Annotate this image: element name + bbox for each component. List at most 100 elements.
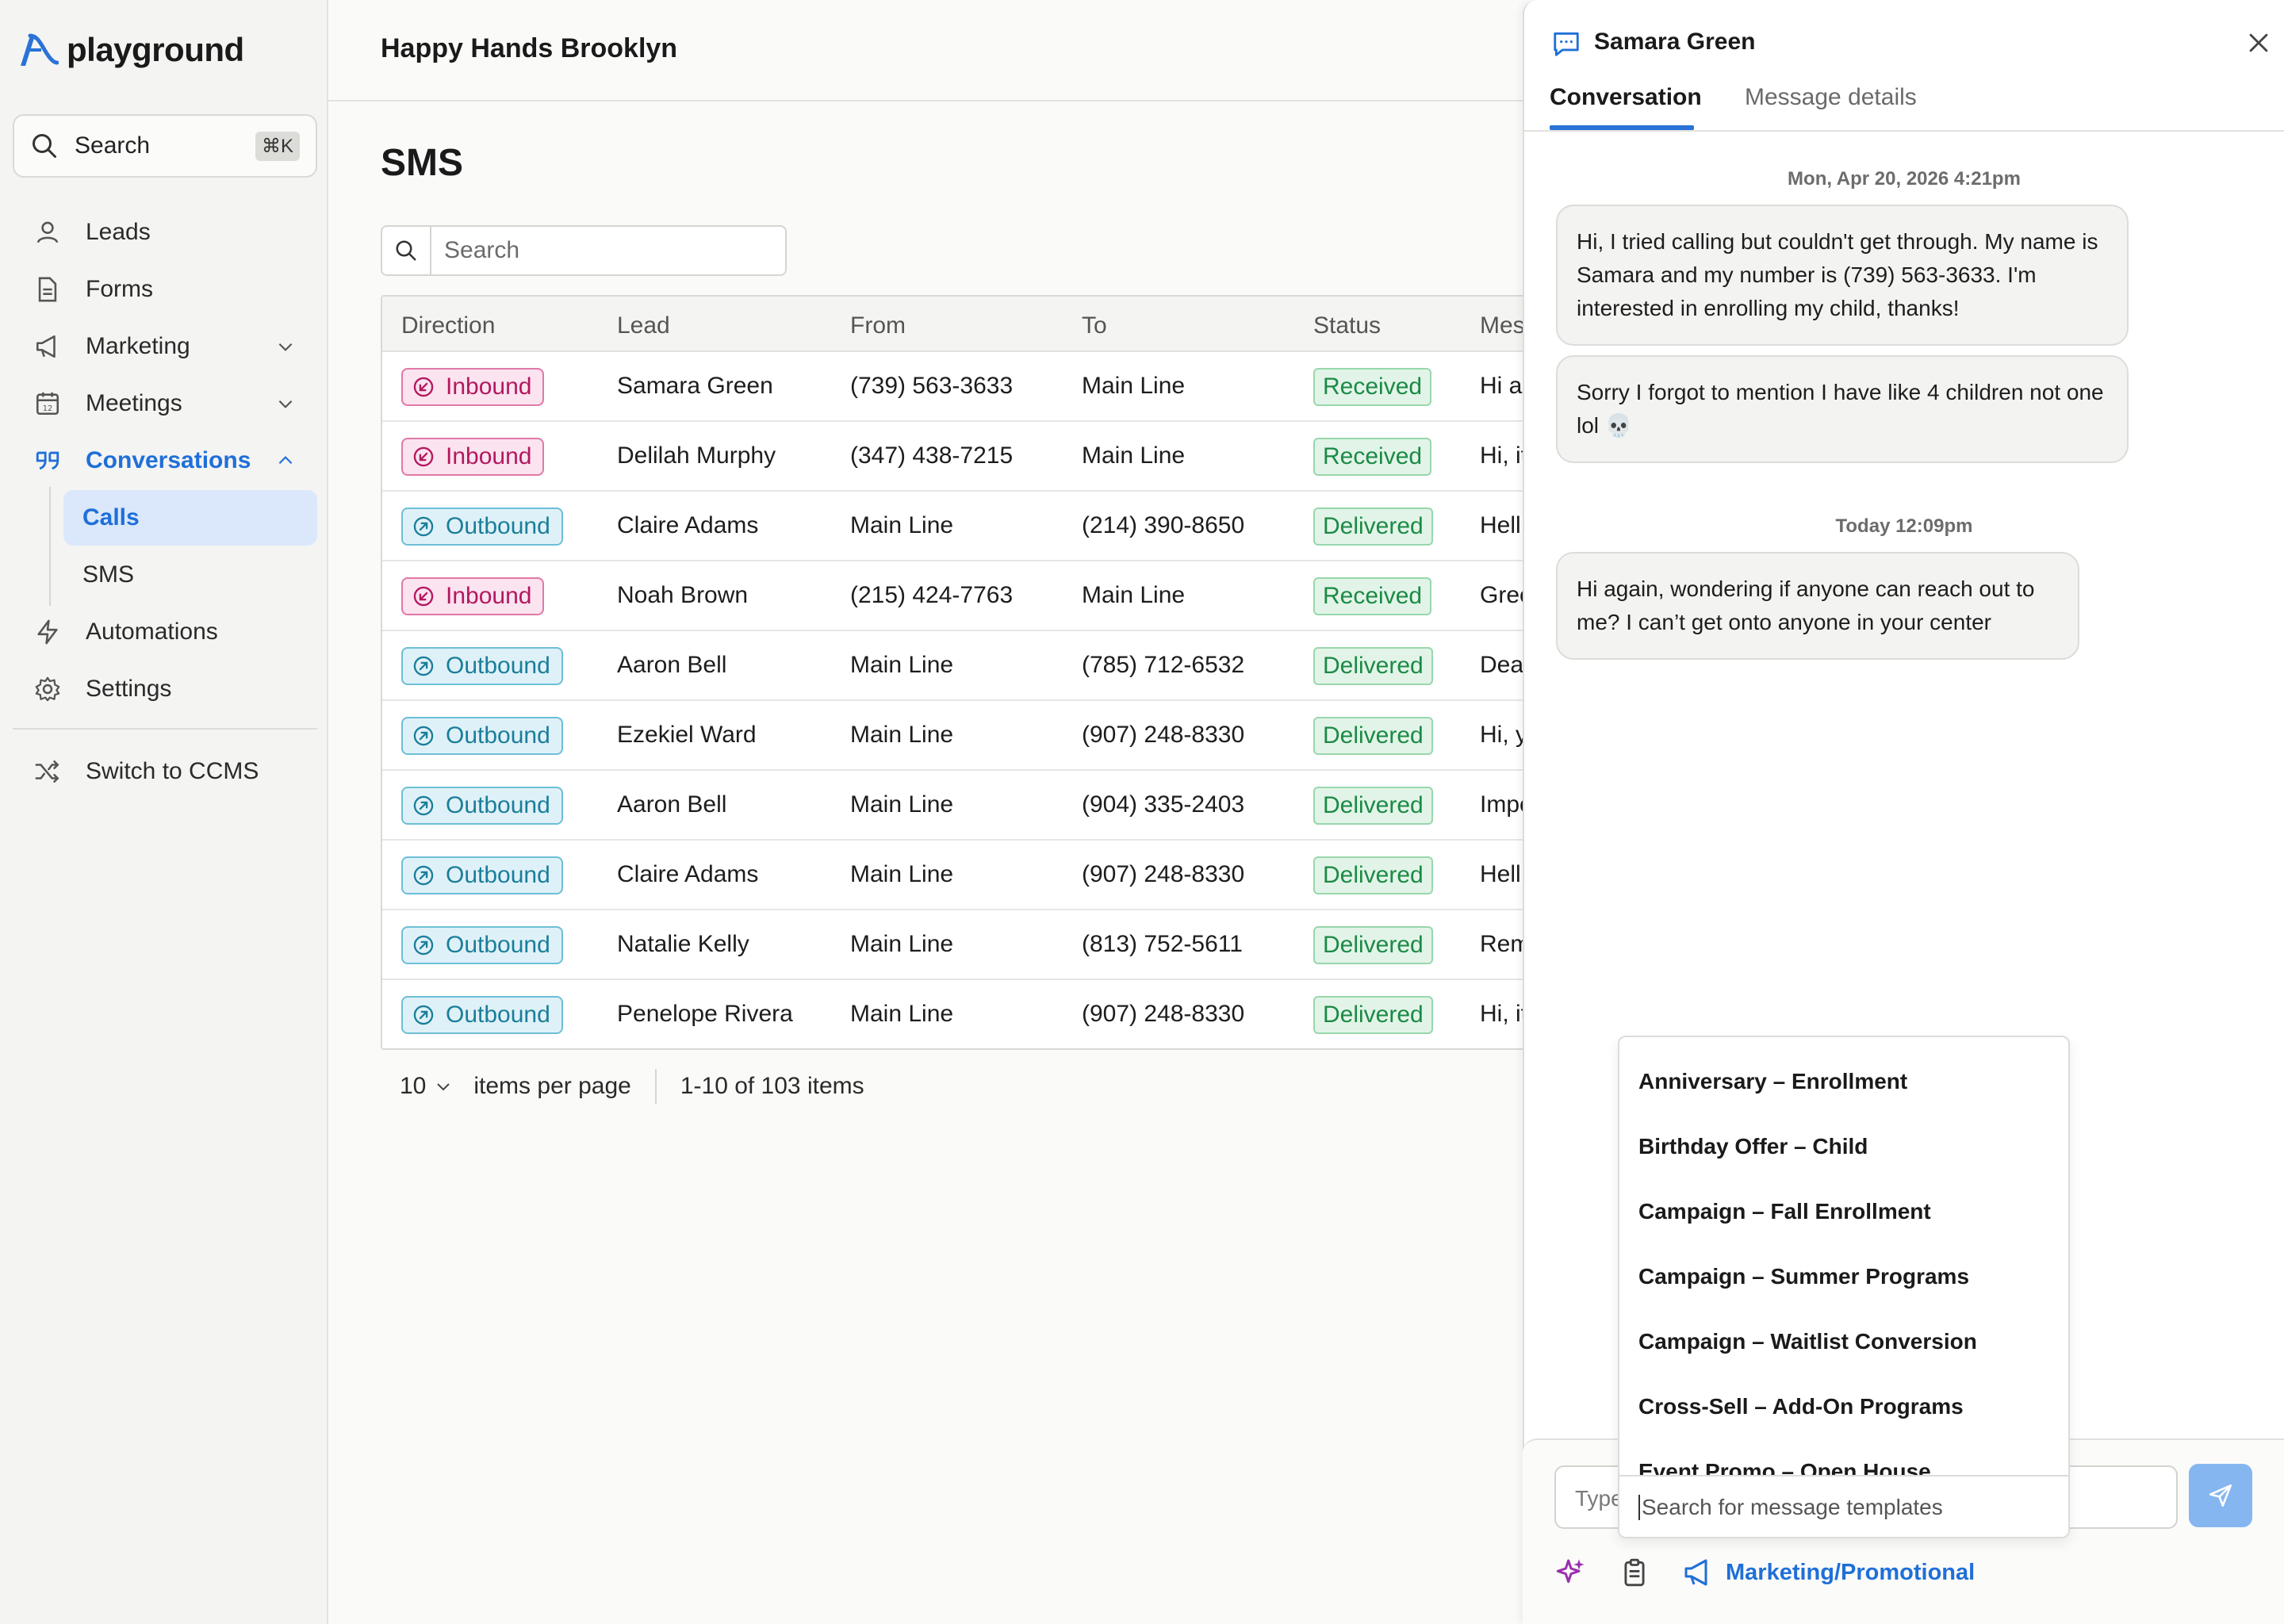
sidebar-item-settings[interactable]: Settings [13,661,317,717]
switch-to-ccms-button[interactable]: Switch to CCMS [13,744,317,799]
to-cell: Main Line [1082,582,1186,608]
sidebar-item-meetings[interactable]: 12 Meetings [13,376,317,431]
app-logo[interactable]: playground [17,30,244,70]
tab-message-details[interactable]: Message details [1745,84,1917,110]
arrow-up-right-icon [412,864,435,887]
sidebar-item-label: Settings [86,676,172,702]
per-page-select[interactable]: 10 [400,1073,453,1100]
table-row[interactable]: Outbound Penelope Rivera Main Line (907) 24… [382,980,1648,1048]
status-badge: Delivered [1313,787,1433,825]
direction-label: Inbound [446,443,532,469]
column-header-message[interactable]: Mes [1480,312,1525,339]
column-header-direction[interactable]: Direction [401,312,496,339]
bolt-icon [32,616,63,648]
switch-label: Switch to CCMS [86,758,259,784]
user-icon [32,216,63,248]
template-search-input[interactable]: Search for message templates [1619,1475,2068,1537]
status-badge: Received [1313,438,1432,476]
send-button[interactable] [2189,1464,2252,1527]
sparkle-icon[interactable] [1551,1553,1591,1592]
sidebar-item-marketing[interactable]: Marketing [13,319,317,374]
tab-conversation[interactable]: Conversation [1550,84,1702,110]
sidebar-item-label: Conversations [86,447,251,473]
table-row[interactable]: Inbound Noah Brown (215) 424-7763 Main Line… [382,561,1648,631]
page-title: SMS [381,142,464,184]
chevron-down-icon [437,1083,450,1091]
template-list[interactable]: Anniversary – Enrollment Birthday Offer … [1619,1037,2068,1478]
to-cell: (907) 248-8330 [1082,1001,1245,1027]
arrow-up-right-icon [412,1004,435,1026]
sidebar-item-conversations[interactable]: Conversations [13,433,317,488]
lead-cell: Natalie Kelly [617,931,749,957]
clipboard-icon[interactable] [1615,1553,1654,1592]
close-icon[interactable] [2243,27,2274,59]
table-search-input[interactable]: Search [444,237,520,263]
sidebar-item-forms[interactable]: Forms [13,262,317,317]
table-row[interactable]: Outbound Claire Adams Main Line (214) 390-8… [382,492,1648,561]
message-cell: Rem [1480,931,1531,957]
chevron-down-icon[interactable] [270,331,301,362]
direction-label: Outbound [446,1002,550,1028]
template-option[interactable]: Birthday Offer – Child [1638,1134,1868,1159]
direction-label: Outbound [446,653,550,679]
column-header-status[interactable]: Status [1313,312,1382,339]
lead-cell: Penelope Rivera [617,1001,793,1027]
arrow-up-right-icon [412,934,435,956]
template-option[interactable]: Campaign – Waitlist Conversion [1638,1329,1977,1354]
status-badge: Delivered [1313,647,1433,685]
table-row[interactable]: Outbound Claire Adams Main Line (907) 248-8… [382,841,1648,910]
lead-cell: Noah Brown [617,582,749,608]
status-badge: Delivered [1313,856,1433,894]
column-header-to[interactable]: To [1082,312,1107,339]
arrow-up-right-icon [412,795,435,817]
chevron-down-icon[interactable] [270,388,301,419]
column-header-lead[interactable]: Lead [617,312,670,339]
status-badge: Delivered [1313,508,1433,546]
table-row[interactable]: Outbound Ezekiel Ward Main Line (907) 248-8… [382,701,1648,771]
table-row[interactable]: Inbound Delilah Murphy (347) 438-7215 Main … [382,422,1648,492]
direction-badge: Outbound [401,717,563,755]
subnav-line [49,487,51,606]
table-row[interactable]: Outbound Aaron Bell Main Line (904) 335-240… [382,771,1648,841]
sidebar-subitem-calls[interactable]: Calls [63,490,317,546]
status-badge: Received [1313,577,1432,615]
sidebar-item-label: Meetings [86,390,182,416]
template-option[interactable]: Campaign – Summer Programs [1638,1264,1970,1289]
column-header-from[interactable]: From [850,312,906,339]
contact-name: Samara Green [1594,29,1756,55]
sidebar-item-automations[interactable]: Automations [13,604,317,660]
svg-text:12: 12 [43,404,53,413]
template-option[interactable]: Anniversary – Enrollment [1638,1069,1908,1094]
shuffle-icon [32,756,63,787]
template-option[interactable]: Campaign – Fall Enrollment [1638,1199,1931,1224]
megaphone-icon [1678,1553,1718,1592]
table-search[interactable]: Search [381,225,787,276]
template-option[interactable]: Cross-Sell – Add-On Programs [1638,1394,1964,1419]
message-cell: Hi, it [1480,442,1527,469]
to-cell: (813) 752-5611 [1082,931,1243,957]
pager-separator [654,1069,657,1104]
sidebar-search[interactable]: Search ⌘K [13,114,317,178]
from-cell: Main Line [850,652,954,678]
direction-badge: Outbound [401,508,563,546]
from-cell: (215) 424-7763 [850,582,1014,608]
direction-label: Inbound [446,373,532,400]
composer-tools: Marketing/Promotional [1551,1553,1975,1592]
arrow-down-left-icon [412,376,435,398]
table-row[interactable]: Inbound Samara Green (739) 563-3633 Main Li… [382,352,1648,422]
arrow-up-right-icon [412,515,435,538]
quote-icon [32,445,63,477]
per-page-label: items per page [473,1073,631,1099]
table-row[interactable]: Outbound Aaron Bell Main Line (785) 712-653… [382,631,1648,701]
message-category-button[interactable]: Marketing/Promotional [1678,1553,1975,1592]
status-badge: Delivered [1313,926,1433,964]
sidebar-item-label: Automations [86,619,218,645]
org-name: Happy Hands Brooklyn [381,33,678,63]
from-cell: (347) 438-7215 [850,442,1014,469]
sidebar-item-leads[interactable]: Leads [13,205,317,260]
table-row[interactable]: Outbound Natalie Kelly Main Line (813) 752-… [382,910,1648,980]
search-icon [33,134,56,158]
gear-icon [32,673,63,705]
sidebar-subitem-sms[interactable]: SMS [82,561,135,588]
chevron-up-icon[interactable] [270,445,301,477]
